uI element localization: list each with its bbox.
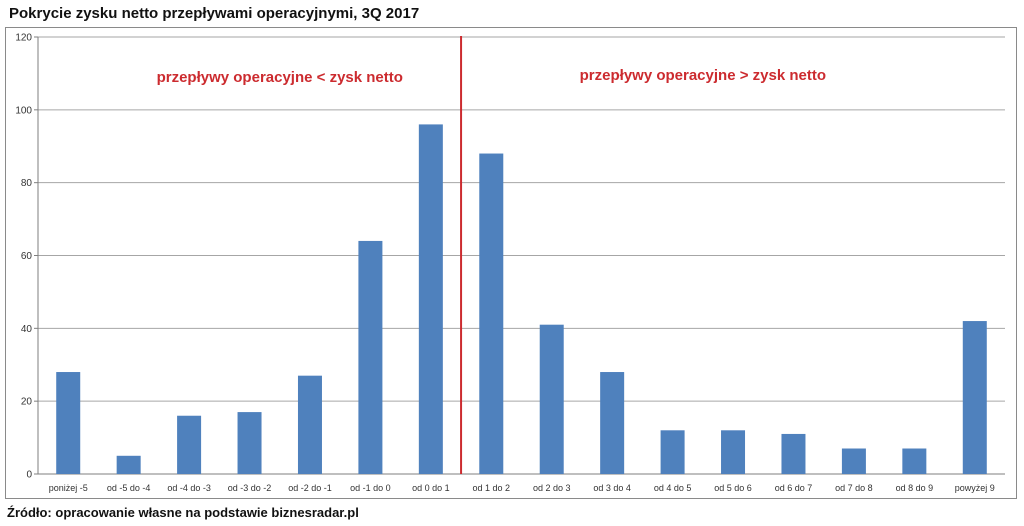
y-axis-ticks: 0 20 40 60 80 100 120 <box>15 33 39 481</box>
x-tick-label: od -3 do -2 <box>228 483 272 493</box>
chart-frame <box>5 27 1017 499</box>
bar <box>56 372 81 474</box>
x-axis-ticks: poniżej -5 od -5 do -4 od -4 do -3 od -3 do… <box>49 483 995 493</box>
annotation-left: przepływy operacyjne < zysk netto <box>157 69 403 86</box>
bar <box>841 448 866 474</box>
bar <box>116 455 141 474</box>
x-tick-label: od -1 do 0 <box>350 483 391 493</box>
x-tick-label: od -2 do -1 <box>288 483 332 493</box>
y-tick-label: 40 <box>21 324 33 335</box>
y-tick-label: 80 <box>21 178 33 189</box>
bar <box>237 412 262 474</box>
x-tick-label: od 2 do 3 <box>533 483 571 493</box>
x-tick-label: od 3 do 4 <box>593 483 631 493</box>
bar <box>358 240 383 474</box>
x-tick-label: od 1 do 2 <box>473 483 511 493</box>
bar <box>600 372 625 474</box>
bar <box>479 153 504 475</box>
bar <box>962 321 987 474</box>
x-tick-label: od 8 do 9 <box>896 483 934 493</box>
bar <box>297 375 322 474</box>
x-tick-label: poniżej -5 <box>49 483 88 493</box>
bar <box>418 124 443 475</box>
chart-title: Pokrycie zysku netto przepływami operacy… <box>9 5 420 22</box>
bar <box>539 324 564 474</box>
x-tick-label: od 0 do 1 <box>412 483 450 493</box>
x-tick-label: od 4 do 5 <box>654 483 692 493</box>
y-tick-label: 120 <box>15 33 32 44</box>
x-tick-label: od -4 do -3 <box>167 483 211 493</box>
y-tick-label: 20 <box>21 397 33 408</box>
bar <box>177 415 202 474</box>
source-note: Źródło: opracowanie własne na podstawie … <box>7 505 359 520</box>
x-tick-label: powyżej 9 <box>955 483 995 493</box>
bar <box>721 430 746 474</box>
bars <box>56 124 987 475</box>
x-tick-label: od 7 do 8 <box>835 483 873 493</box>
y-tick-label: 0 <box>26 470 32 481</box>
x-tick-label: od -5 do -4 <box>107 483 151 493</box>
bar <box>660 430 685 474</box>
y-tick-label: 60 <box>21 251 33 262</box>
bar <box>781 433 806 474</box>
y-tick-label: 100 <box>15 105 32 116</box>
bar <box>902 448 927 474</box>
x-tick-label: od 5 do 6 <box>714 483 752 493</box>
x-tick-label: od 6 do 7 <box>775 483 813 493</box>
annotation-right: przepływy operacyjne > zysk netto <box>580 67 826 84</box>
gridlines <box>38 36 1005 475</box>
